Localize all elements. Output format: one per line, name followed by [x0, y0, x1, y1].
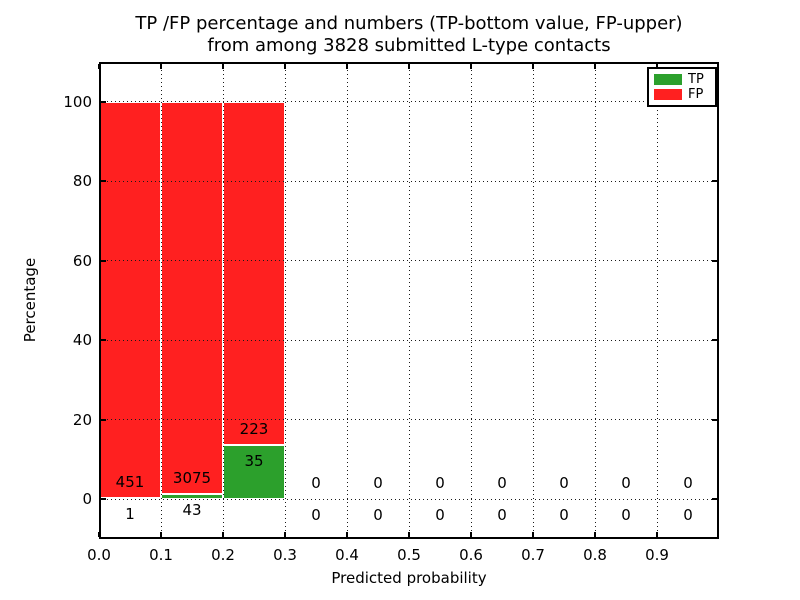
x-tick-label: 0.1 [149, 546, 173, 564]
annotation-tp-count: 1 [125, 505, 135, 524]
x-tick-mark-top [594, 64, 596, 69]
chart-title-line1: TP /FP percentage and numbers (TP-bottom… [135, 13, 683, 34]
x-tick-mark-top [284, 64, 286, 69]
legend: TP FP [647, 67, 717, 107]
y-tick-mark-left [101, 259, 106, 262]
x-tick-label: 0.8 [583, 546, 607, 564]
y-tick-label: 40 [72, 331, 92, 350]
y-axis-label: Percentage [21, 257, 39, 343]
y-tick-mark-right [712, 259, 717, 262]
y-tick-mark-left [101, 180, 106, 183]
x-tick-label: 0.3 [273, 546, 297, 564]
annotation-tp-count: 0 [683, 506, 693, 525]
x-tick-mark-bottom [532, 532, 534, 537]
annotation-tp-count: 0 [559, 506, 569, 525]
gridline-vertical [346, 62, 348, 539]
y-tick-mark-left [101, 100, 106, 103]
bar-segment-fp [99, 101, 161, 499]
gridline-vertical [284, 62, 286, 539]
x-tick-mark-top [160, 64, 162, 69]
y-tick-label: 0 [82, 490, 92, 509]
y-tick-mark-right [712, 180, 717, 183]
annotation-fp-count: 0 [497, 474, 507, 493]
x-tick-label: 0.9 [645, 546, 669, 564]
y-tick-label: 100 [63, 92, 92, 111]
x-axis-label: Predicted probability [331, 569, 487, 587]
x-tick-label: 0.7 [521, 546, 545, 564]
x-tick-mark-bottom [656, 532, 658, 537]
y-tick-mark-left [101, 498, 106, 501]
legend-item-fp: FP [654, 86, 710, 102]
x-tick-mark-bottom [594, 532, 596, 537]
legend-label-fp: FP [688, 86, 704, 102]
y-tick-label: 80 [72, 172, 92, 191]
annotation-tp-count: 0 [621, 506, 631, 525]
annotation-fp-count: 451 [115, 473, 145, 492]
annotation-tp-count: 0 [435, 506, 445, 525]
x-tick-label: 0.2 [211, 546, 235, 564]
annotation-tp-count: 0 [497, 506, 507, 525]
bar-segment-fp [223, 101, 285, 446]
gridline-vertical [594, 62, 596, 539]
legend-label-tp: TP [688, 71, 704, 87]
annotation-fp-count: 0 [683, 474, 693, 493]
x-tick-mark-bottom [470, 532, 472, 537]
x-tick-mark-top [346, 64, 348, 69]
annotation-fp-count: 223 [239, 420, 269, 439]
gridline-vertical [222, 62, 224, 539]
x-tick-label: 0.6 [459, 546, 483, 564]
chart-title-line2: from among 3828 submitted L-type contact… [207, 35, 611, 56]
annotation-fp-count: 0 [559, 474, 569, 493]
x-tick-mark-bottom [408, 532, 410, 537]
annotation-tp-count: 0 [311, 506, 321, 525]
gridline-vertical [532, 62, 534, 539]
gridline-vertical [160, 62, 162, 539]
x-tick-mark-bottom [284, 532, 286, 537]
legend-item-tp: TP [654, 71, 710, 87]
x-tick-mark-top [470, 64, 472, 69]
x-tick-mark-bottom [222, 532, 224, 537]
x-tick-label: 0.4 [335, 546, 359, 564]
x-tick-mark-top [656, 64, 658, 69]
annotation-fp-count: 3075 [172, 468, 212, 487]
annotation-tp-count: 35 [244, 452, 264, 471]
x-tick-mark-top [98, 64, 100, 69]
x-tick-label: 0.5 [397, 546, 421, 564]
gridline-vertical [408, 62, 410, 539]
bar-segment-fp [161, 101, 223, 494]
y-tick-label: 60 [72, 251, 92, 270]
annotation-tp-count: 0 [373, 506, 383, 525]
gridline-vertical [656, 62, 658, 539]
chart-title: TP /FP percentage and numbers (TP-bottom… [99, 13, 719, 57]
x-tick-mark-top [532, 64, 534, 69]
annotation-fp-count: 0 [435, 474, 445, 493]
y-tick-mark-left [101, 339, 106, 342]
gridline-vertical [470, 62, 472, 539]
annotation-fp-count: 0 [311, 474, 321, 493]
x-tick-mark-bottom [346, 532, 348, 537]
legend-swatch-tp [654, 74, 682, 85]
y-tick-mark-right [712, 339, 717, 342]
x-tick-mark-top [408, 64, 410, 69]
x-tick-mark-bottom [160, 532, 162, 537]
annotation-tp-count: 43 [182, 500, 202, 519]
y-tick-mark-right [712, 498, 717, 501]
y-tick-label: 20 [72, 410, 92, 429]
x-tick-mark-bottom [98, 532, 100, 537]
legend-swatch-fp [654, 89, 682, 100]
y-tick-mark-left [101, 418, 106, 421]
x-tick-label: 0.0 [87, 546, 111, 564]
annotation-fp-count: 0 [621, 474, 631, 493]
y-tick-mark-right [712, 418, 717, 421]
x-tick-mark-top [222, 64, 224, 69]
annotation-fp-count: 0 [373, 474, 383, 493]
